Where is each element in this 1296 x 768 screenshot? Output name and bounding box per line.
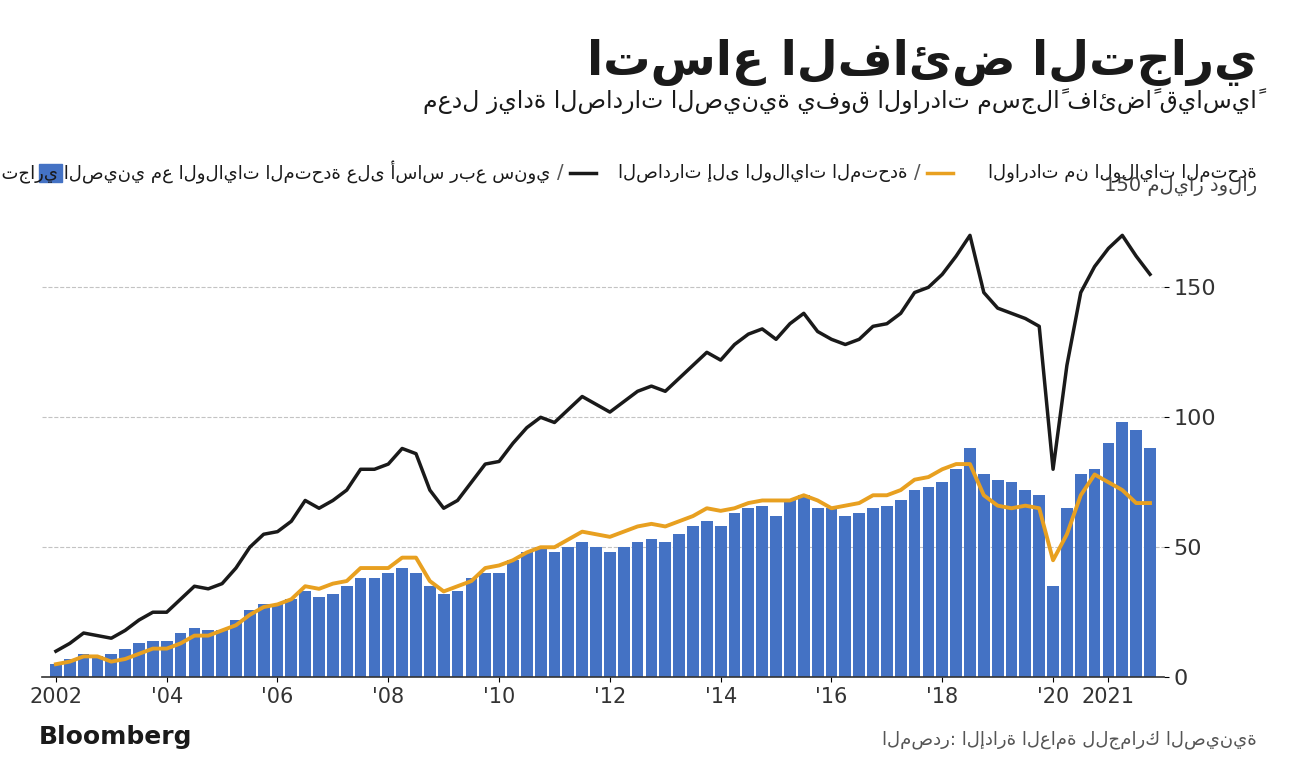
Text: المصدر: الإدارة العامة للجمارك الصينية: المصدر: الإدارة العامة للجمارك الصينية (883, 730, 1257, 749)
Bar (604, 552, 616, 677)
Bar (770, 516, 781, 677)
Bar (1103, 443, 1115, 677)
Bar (299, 591, 311, 677)
Bar (382, 573, 394, 677)
Bar (687, 526, 699, 677)
Bar (314, 597, 325, 677)
Bar (451, 591, 464, 677)
Bar (424, 586, 435, 677)
Text: الصادرات إلى الولايات المتحدة: الصادرات إلى الولايات المتحدة (618, 164, 907, 182)
Bar (894, 501, 907, 677)
Bar (258, 604, 270, 677)
Bar (631, 542, 644, 677)
Bar (673, 535, 686, 677)
Bar (39, 164, 62, 182)
Bar (1047, 586, 1059, 677)
Bar (590, 548, 601, 677)
Text: معدل زيادة الصادرات الصينية يفوق الواردات مسجلاً فائضاً قياسياً: معدل زيادة الصادرات الصينية يفوق الواردا… (424, 88, 1257, 114)
Bar (1116, 422, 1129, 677)
Bar (105, 654, 117, 677)
Bar (507, 560, 518, 677)
Text: /: / (557, 164, 564, 182)
Bar (327, 594, 338, 677)
Bar (991, 480, 1003, 677)
Bar (577, 542, 588, 677)
Bar (494, 573, 505, 677)
Bar (465, 578, 477, 677)
Bar (161, 641, 172, 677)
Bar (521, 552, 533, 677)
Bar (548, 552, 560, 677)
Bar (1089, 469, 1100, 677)
Bar (133, 644, 145, 677)
Bar (1006, 482, 1017, 677)
Bar (1061, 508, 1073, 677)
Bar (908, 490, 920, 677)
Bar (1074, 475, 1086, 677)
Bar (410, 573, 422, 677)
Bar (535, 548, 547, 677)
Bar (715, 526, 727, 677)
Bar (480, 573, 491, 677)
Bar (119, 649, 131, 677)
Bar (272, 604, 284, 677)
Bar (188, 627, 201, 677)
Bar (618, 548, 630, 677)
Bar (355, 578, 367, 677)
Bar (826, 508, 837, 677)
Bar (341, 586, 353, 677)
Bar (1144, 449, 1156, 677)
Bar (950, 469, 962, 677)
Bar (964, 449, 976, 677)
Bar (202, 631, 214, 677)
Bar (853, 514, 864, 677)
Bar (784, 501, 796, 677)
Text: اتساع الفائض التجاري: اتساع الفائض التجاري (587, 38, 1257, 85)
Bar (244, 610, 255, 677)
Bar (728, 514, 740, 677)
Bar (840, 516, 851, 677)
Text: 150 مليار دولار: 150 مليار دولار (1104, 177, 1257, 196)
Bar (757, 505, 769, 677)
Bar (1033, 495, 1045, 677)
Text: الفائض التجاري الصيني مع الولايات المتحدة على أساس ربع سنوي: الفائض التجاري الصيني مع الولايات المتحد… (0, 161, 551, 184)
Bar (798, 495, 810, 677)
Text: الواردات من الولايات المتحدة: الواردات من الولايات المتحدة (989, 164, 1257, 182)
Bar (78, 654, 89, 677)
Bar (937, 482, 949, 677)
Bar (867, 508, 879, 677)
Bar (146, 641, 158, 677)
Bar (701, 521, 713, 677)
Bar (231, 620, 242, 677)
Bar (368, 578, 380, 677)
Bar (923, 488, 934, 677)
Bar (216, 631, 228, 677)
Bar (811, 508, 823, 677)
Bar (1130, 430, 1142, 677)
Bar (175, 633, 187, 677)
Bar (645, 539, 657, 677)
Bar (285, 599, 297, 677)
Bar (92, 657, 104, 677)
Bar (562, 548, 574, 677)
Bar (743, 508, 754, 677)
Bar (438, 594, 450, 677)
Text: Bloomberg: Bloomberg (39, 725, 192, 749)
Bar (881, 505, 893, 677)
Bar (978, 475, 990, 677)
Bar (64, 659, 75, 677)
Bar (1020, 490, 1032, 677)
Text: /: / (914, 164, 920, 182)
Bar (51, 664, 62, 677)
Bar (660, 542, 671, 677)
Bar (397, 568, 408, 677)
